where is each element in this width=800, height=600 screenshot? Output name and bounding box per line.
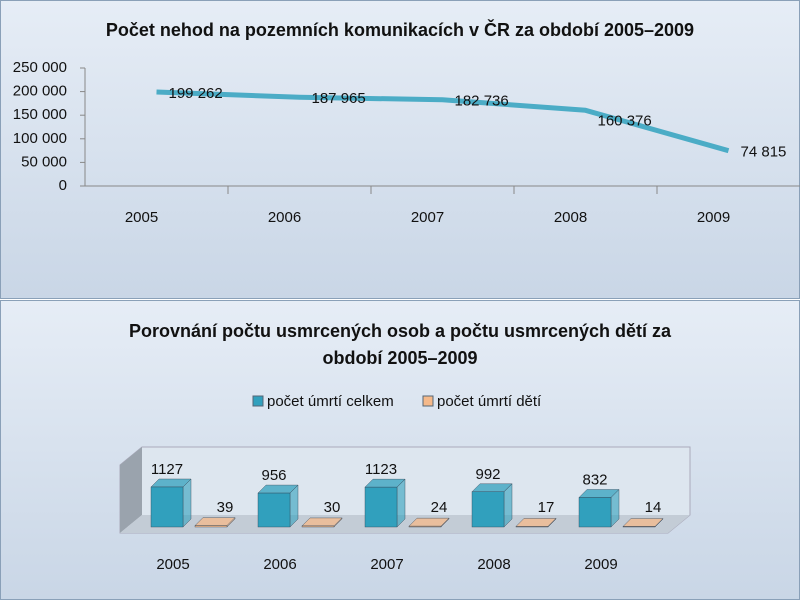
data-label: 74 815 [741, 144, 787, 161]
legend-swatch [252, 395, 264, 407]
x-tick-label: 2005 [156, 556, 189, 573]
x-tick-label: 2007 [411, 209, 444, 226]
x-tick-label: 2006 [263, 556, 296, 573]
bar [471, 491, 505, 528]
data-label: 199 262 [169, 85, 223, 102]
data-label: 24 [431, 499, 448, 516]
data-label: 956 [261, 467, 286, 484]
chart-title: Porovnání počtu usmrcených osob a počtu … [128, 321, 672, 368]
y-tick-label: 100 000 [13, 130, 67, 147]
bar [408, 525, 442, 528]
x-tick-label: 2008 [554, 209, 587, 226]
y-tick-label: 0 [59, 177, 67, 194]
y-tick-label: 250 000 [13, 59, 67, 76]
bar [150, 486, 184, 528]
bar [515, 526, 549, 528]
data-label: 182 736 [455, 93, 509, 110]
legend-swatch [422, 395, 434, 407]
side-wall [120, 447, 142, 533]
data-label: 14 [645, 499, 662, 516]
x-tick-label: 2009 [697, 209, 730, 226]
x-tick-label: 2007 [370, 556, 403, 573]
bar-side [396, 478, 406, 528]
bar-side [182, 478, 192, 528]
bar [364, 486, 398, 528]
bar [257, 492, 291, 528]
data-label: 1127 [151, 461, 183, 478]
x-tick-label: 2008 [477, 556, 510, 573]
data-label: 30 [324, 499, 341, 516]
line [156, 89, 730, 154]
data-label: 1123 [365, 461, 397, 478]
y-tick-label: 200 000 [13, 83, 67, 100]
legend-label: počet úmrtí celkem [267, 393, 394, 410]
data-label: 39 [217, 499, 234, 516]
data-label: 187 965 [312, 90, 366, 107]
bar [194, 525, 228, 528]
x-tick-label: 2005 [125, 209, 158, 226]
chart-title: Počet nehod na pozemních komunikacích v … [105, 20, 695, 40]
data-label: 160 376 [598, 112, 652, 129]
x-tick-label: 2006 [268, 209, 301, 226]
data-label: 992 [475, 466, 500, 483]
bar [578, 497, 612, 528]
y-tick-label: 150 000 [13, 106, 67, 123]
data-label: 832 [582, 471, 607, 488]
data-label: 17 [538, 499, 555, 516]
top-panel [0, 0, 800, 299]
x-tick-label: 2009 [584, 556, 617, 573]
y-tick-label: 50 000 [21, 153, 67, 170]
legend-label: počet úmrtí dětí [437, 393, 542, 410]
bar [301, 525, 335, 528]
